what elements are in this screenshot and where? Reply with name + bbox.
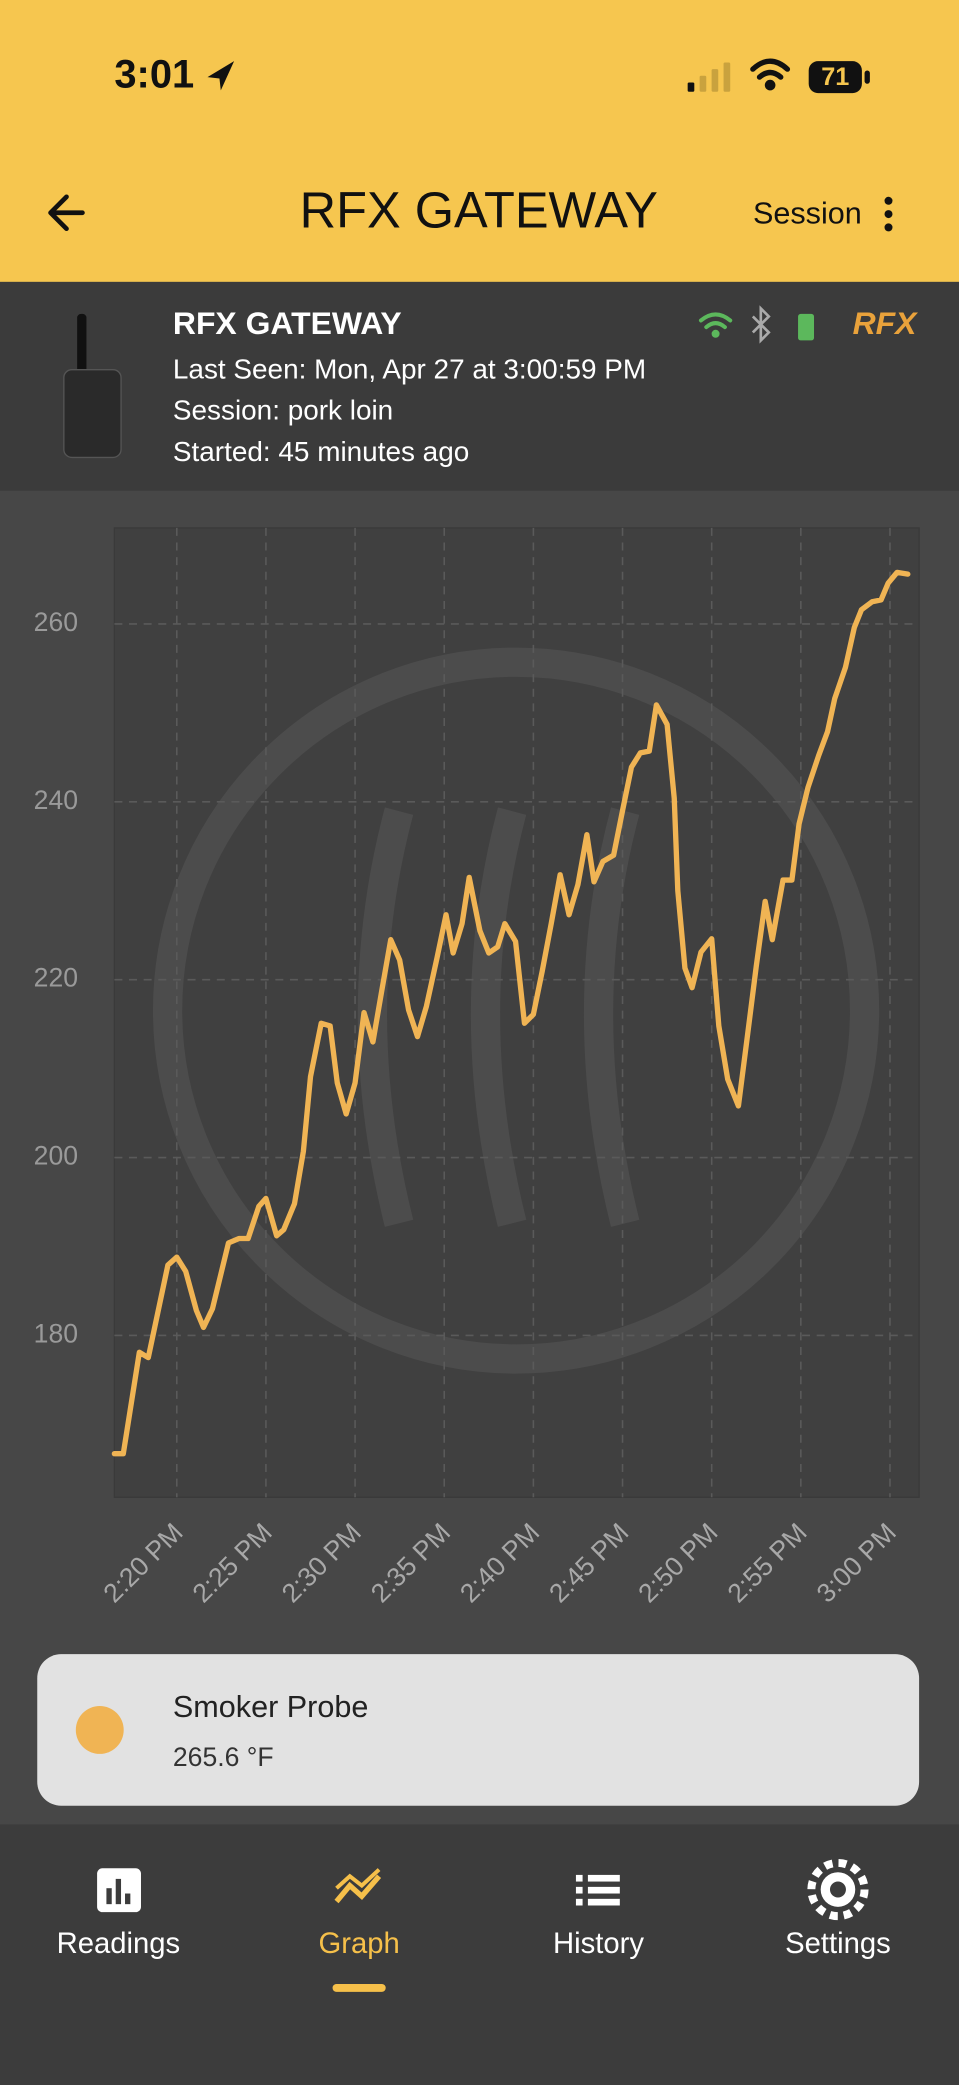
data-line	[111, 569, 911, 1457]
session-menu[interactable]: Session	[753, 196, 862, 230]
session-name: Session: pork loin	[173, 395, 393, 426]
device-antenna	[77, 313, 87, 375]
y-tick-label: 220	[34, 963, 78, 993]
current-reading: 265.6 °F	[173, 1742, 274, 1772]
y-tick-label: 180	[34, 1318, 78, 1348]
last-seen: Last Seen: Mon, Apr 27 at 3:00:59 PM	[173, 353, 646, 384]
y-tick-label: 240	[34, 785, 78, 815]
wifi-status-icon	[698, 312, 733, 338]
watermark	[152, 647, 880, 1374]
device-panel	[0, 281, 959, 491]
page-title: RFX GATEWAY	[300, 181, 658, 238]
bluetooth-icon	[751, 305, 771, 344]
status-time: 3:01	[114, 53, 194, 97]
more-menu[interactable]	[884, 196, 893, 232]
history-icon	[575, 1874, 620, 1906]
graph-icon	[334, 1868, 382, 1904]
y-tick-label: 200	[34, 1141, 78, 1171]
y-tick-label: 260	[34, 607, 78, 637]
wifi-icon	[750, 58, 791, 91]
readings-icon	[97, 1868, 141, 1913]
signal-icon	[687, 62, 731, 92]
bottom-nav	[0, 1824, 959, 2085]
started-time: Started: 45 minutes ago	[173, 436, 469, 467]
nav-tabs: Readings Graph History Settings	[57, 1928, 891, 1992]
active-indicator	[332, 1983, 386, 1992]
device-battery-icon	[798, 313, 815, 341]
nav-tab[interactable]: Readings	[57, 1928, 181, 1960]
brand-logo: RFX	[853, 305, 919, 341]
battery-tip	[864, 70, 870, 84]
legend-swatch	[75, 1706, 124, 1754]
nav-icons	[97, 1858, 869, 1921]
app-bar	[0, 0, 959, 282]
settings-icon	[807, 1858, 869, 1921]
nav-tab[interactable]: Settings	[785, 1928, 891, 1960]
nav-tab[interactable]: History	[553, 1928, 644, 1960]
location-icon	[207, 61, 235, 91]
back-button[interactable]	[48, 194, 85, 232]
legend-label: Smoker Probe	[173, 1690, 368, 1724]
legend-card[interactable]	[37, 1654, 920, 1806]
nav-tab[interactable]: Graph	[318, 1928, 399, 1960]
battery-icon	[808, 61, 862, 94]
device-image	[63, 368, 122, 459]
battery-level: 71	[821, 63, 849, 91]
device-name: RFX GATEWAY	[173, 305, 402, 341]
